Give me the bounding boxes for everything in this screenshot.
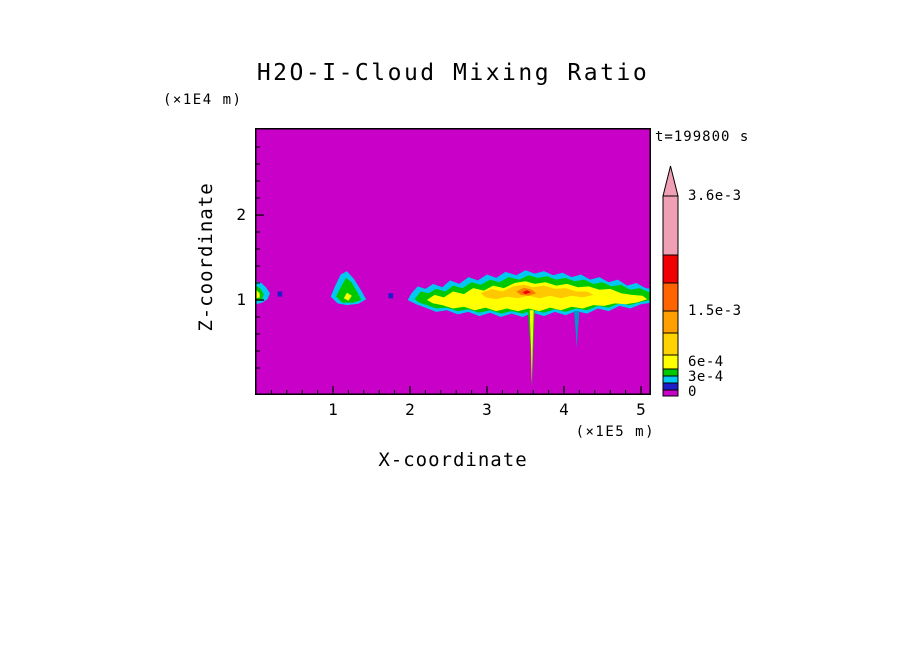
feature-speck-blue-left: [277, 291, 283, 297]
heatmap-plot: [255, 128, 651, 395]
y-tick-label: 1: [236, 290, 246, 309]
colorbar-segment: [662, 310, 679, 334]
colorbar-segment: [662, 195, 679, 256]
x-axis-title: X-coordinate: [378, 449, 528, 471]
plot-background: [255, 128, 651, 395]
colorbar-overflow-arrow-icon: [662, 165, 679, 197]
feature-cloud-main-red-core: [522, 290, 531, 295]
y-axis-units-label: (×1E4 m): [163, 92, 243, 108]
colorbar-level-label: 1.5e-3: [688, 303, 742, 319]
x-tick-label: 1: [328, 400, 338, 419]
colorbar-segment: [662, 368, 679, 377]
feature-cloud-small-green: [336, 277, 362, 303]
colorbar-segment: [662, 354, 679, 370]
feature-cloud-main-orange: [480, 284, 594, 300]
feature-downdraft-streak-right: [574, 311, 580, 349]
feature-cloud-small-yellow: [343, 292, 352, 301]
feature-speck-blue-mid: [388, 293, 394, 299]
x-tick-label: 2: [405, 400, 415, 419]
colorbar-segment: [662, 375, 679, 384]
plot-title: H2O-I-Cloud Mixing Ratio: [256, 60, 650, 86]
x-tick-label: 5: [636, 400, 646, 419]
plot-border: [255, 128, 651, 395]
colorbar-segment: [662, 389, 679, 397]
colorbar-segment: [662, 254, 679, 284]
colorbar: [662, 165, 679, 397]
colorbar-level-label: 3e-4: [688, 369, 724, 385]
colorbar-segment: [662, 332, 679, 356]
x-tick-label: 4: [559, 400, 569, 419]
colorbar-level-label: 0: [688, 384, 697, 400]
colorbar-segment: [662, 382, 679, 391]
colorbar-level-label: 6e-4: [688, 354, 724, 370]
y-tick-label: 2: [236, 205, 246, 224]
y-axis-title: Z-coordinate: [195, 182, 217, 332]
feature-downdraft-streak-yellow: [529, 310, 534, 385]
x-axis-units-label: (×1E5 m): [575, 424, 655, 440]
time-annotation: t=199800 s: [655, 129, 750, 145]
colorbar-segment: [662, 282, 679, 312]
x-tick-label: 3: [482, 400, 492, 419]
feature-cloud-left-edge-yellow: [256, 289, 260, 299]
colorbar-level-label: 3.6e-3: [688, 188, 742, 204]
